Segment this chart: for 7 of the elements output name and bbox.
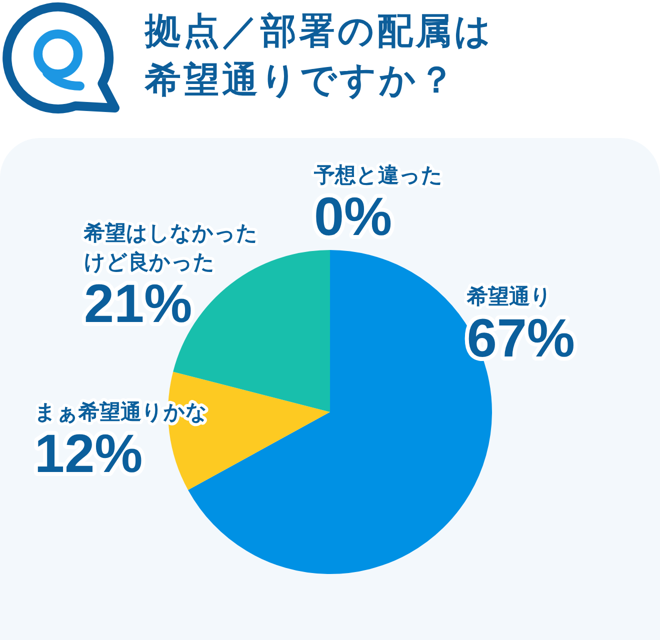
text: 0% bbox=[314, 186, 392, 247]
chart-title: 拠点／部署の配属は希望通りですか？ bbox=[145, 10, 494, 103]
data-label: 21% bbox=[84, 274, 192, 334]
category-label: 予想と違った bbox=[314, 162, 443, 187]
slice-label: 希望はしなかったけど良かった bbox=[83, 220, 258, 274]
slice-label: 希望通り bbox=[466, 284, 552, 308]
data-label: 12% bbox=[34, 424, 143, 484]
